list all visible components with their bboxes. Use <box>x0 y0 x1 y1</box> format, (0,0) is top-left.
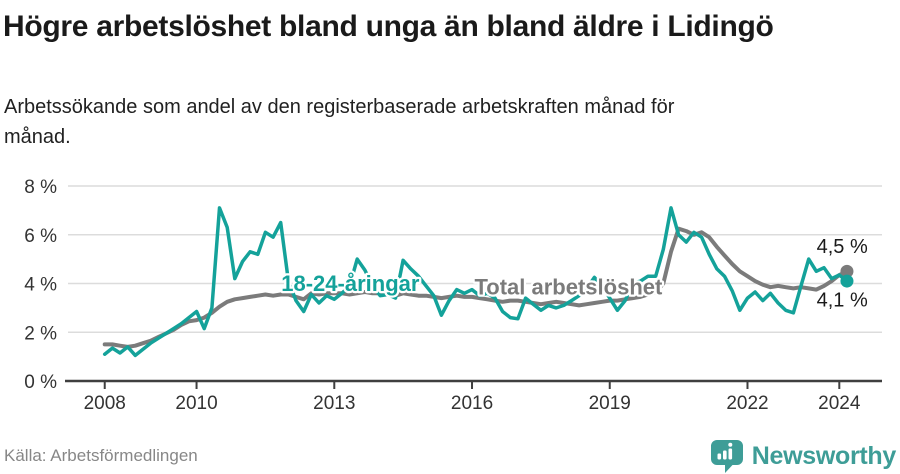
logo-exclamation-dot <box>728 442 733 447</box>
series-label-total: Total arbetslöshet <box>474 274 663 299</box>
y-tick-label: 2 % <box>24 323 57 344</box>
page-title: Högre arbetslöshet bland unga än bland ä… <box>3 10 774 43</box>
brand-name: Newsworthy <box>751 441 897 470</box>
x-tick-label: 2013 <box>313 393 355 414</box>
series-end-dot-total <box>840 264 854 278</box>
x-tick-label: 2016 <box>451 393 493 414</box>
y-tick-label: 8 % <box>24 177 57 198</box>
end-value-label-young: 4,1 % <box>817 290 868 312</box>
source-note: Källa: Arbetsförmedlingen <box>4 446 198 465</box>
logo-bar-medium <box>722 450 727 460</box>
chart-subtitle: Arbetssökande som andel av den registerb… <box>4 96 675 148</box>
logo-bar-small <box>717 453 721 460</box>
newsworthy-logo-icon <box>710 440 743 473</box>
x-tick-label: 2008 <box>84 393 126 414</box>
x-tick-label: 2022 <box>726 393 768 414</box>
newsworthy-brand: Newsworthy <box>708 438 896 474</box>
series-line-young <box>102 206 849 358</box>
y-tick-label: 6 % <box>24 226 57 247</box>
series-end-dot-young <box>840 274 854 288</box>
logo-bubble-shape <box>710 440 743 473</box>
x-tick-label: 2019 <box>589 393 631 414</box>
end-value-label-total: 4,5 % <box>817 236 868 258</box>
x-tick-label: 2010 <box>175 393 217 414</box>
series-line-total <box>102 226 849 349</box>
logo-bar-tall <box>728 448 732 460</box>
y-tick-label: 4 % <box>24 275 57 296</box>
x-tick-label: 2024 <box>818 393 861 414</box>
series-label-young: 18-24-åringar <box>281 271 420 296</box>
y-tick-label: 0 % <box>24 372 57 393</box>
